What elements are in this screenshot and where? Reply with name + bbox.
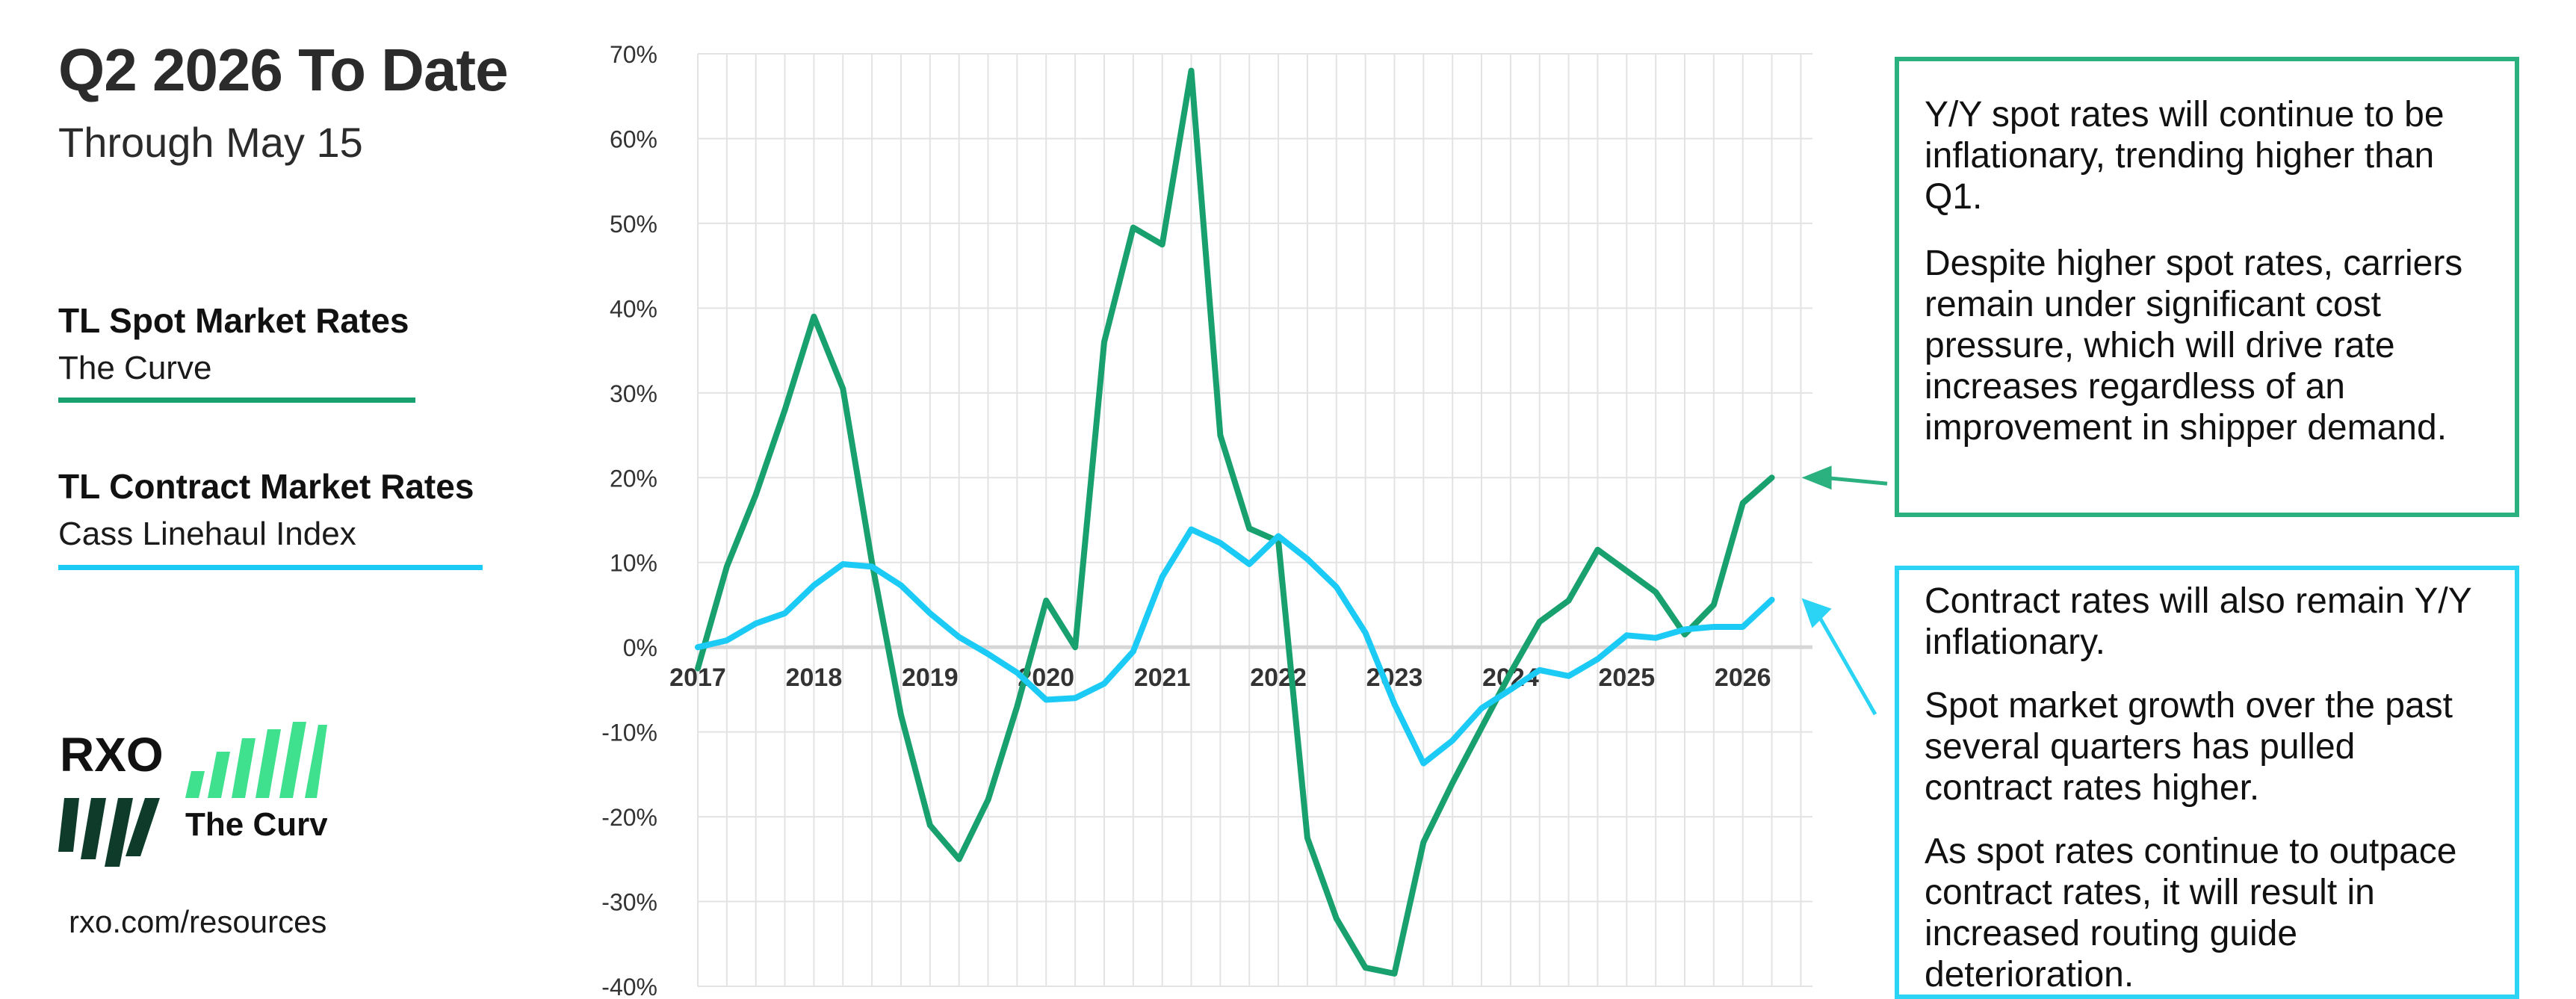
y-tick-label: 60% — [610, 126, 657, 152]
y-tick-label: 10% — [610, 550, 657, 577]
spot-note-paragraph: Despite higher spot rates, carriers rema… — [1925, 244, 2463, 448]
x-tick-label: 2019 — [902, 664, 959, 692]
y-tick-label: -40% — [601, 974, 657, 999]
contract-rate-line — [695, 526, 1775, 767]
x-tick-label: 2025 — [1599, 664, 1656, 692]
logo-product-text: The Curve — [185, 806, 327, 843]
spot-arrow-head — [1801, 466, 1832, 490]
y-axis: 70% 60% 50% 40% 30% 20% 10% 0% -10% -20% -30% -40% — [601, 41, 657, 999]
rxo-the-curve-logo: RXO The Curve — [58, 722, 327, 867]
contract-note-paragraph: Contract rates will also remain Y/Y infl… — [1925, 581, 2471, 662]
resources-link[interactable]: rxo.com/resources — [69, 904, 327, 939]
contract-note-paragraph: Spot market growth over the past several… — [1925, 686, 2453, 808]
y-tick-label: 70% — [610, 41, 657, 68]
spot-callout-box: Y/Y spot rates will continue to be infla… — [1895, 57, 2519, 517]
logo-stripes-green — [185, 722, 327, 798]
spot-arrow-line — [1824, 475, 1888, 486]
y-tick-label: 0% — [623, 634, 657, 661]
x-tick-label: 2026 — [1715, 664, 1771, 692]
y-tick-label: 50% — [610, 211, 657, 238]
legend-spot-subtitle: The Curve — [58, 350, 212, 386]
spot-note-paragraph: Y/Y spot rates will continue to be infla… — [1925, 95, 2445, 217]
legend-spot-title: TL Spot Market Rates — [58, 301, 409, 340]
y-tick-label: 20% — [610, 465, 657, 492]
y-tick-label: -30% — [601, 889, 657, 916]
legend-spot-swatch — [58, 398, 415, 403]
x-tick-label: 2022 — [1250, 664, 1307, 692]
logo-stripes-dark — [58, 798, 160, 867]
y-tick-label: -10% — [601, 720, 657, 746]
y-tick-label: -20% — [601, 804, 657, 831]
x-tick-label: 2018 — [786, 664, 843, 692]
logo-brand-text: RXO — [60, 728, 164, 782]
y-tick-label: 30% — [610, 380, 657, 407]
page-subtitle: Through May 15 — [58, 119, 363, 166]
chart-series — [695, 67, 1775, 977]
spot-rate-line — [695, 67, 1775, 977]
callout-arrows — [1801, 466, 1888, 716]
chart-grid — [697, 53, 1812, 987]
legend-contract-swatch — [58, 565, 483, 570]
contract-arrow-line — [1816, 613, 1877, 716]
legend-contract-subtitle: Cass Linehaul Index — [58, 516, 356, 552]
legend-contract-title: TL Contract Market Rates — [58, 467, 474, 506]
contract-arrow-head — [1801, 598, 1832, 628]
contract-callout-box: Contract rates will also remain Y/Y infl… — [1895, 566, 2519, 999]
page-title: Q2 2026 To Date — [58, 37, 509, 103]
y-tick-label: 40% — [610, 295, 657, 322]
contract-note-paragraph: As spot rates continue to outpace contra… — [1925, 832, 2457, 995]
x-tick-label: 2021 — [1134, 664, 1191, 692]
x-tick-label: 2023 — [1366, 664, 1423, 692]
